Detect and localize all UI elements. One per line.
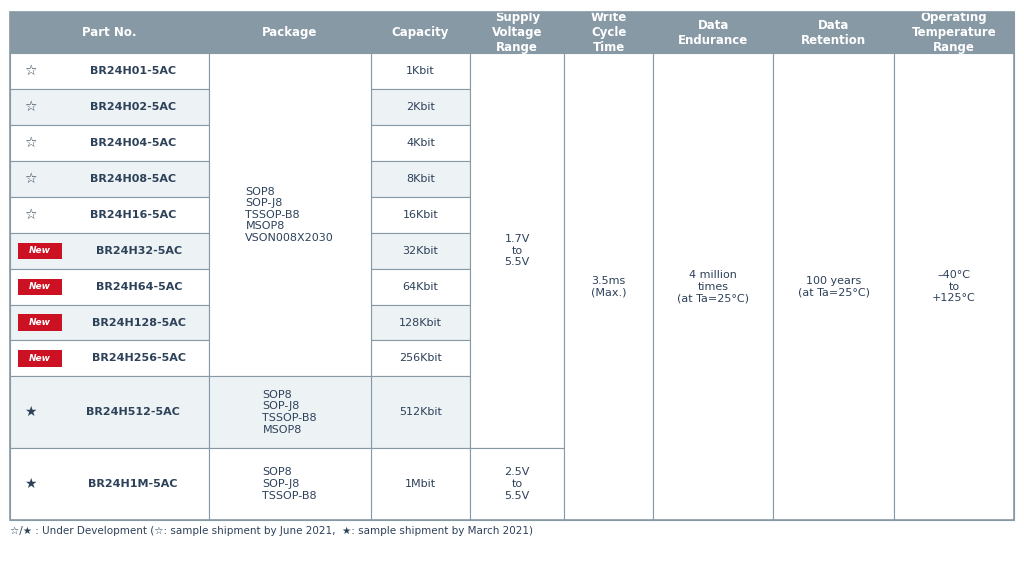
Text: BR24H256-5AC: BR24H256-5AC <box>92 353 186 364</box>
Bar <box>209 12 371 53</box>
Text: SOP8
SOP-J8
TSSOP-B8: SOP8 SOP-J8 TSSOP-B8 <box>262 467 317 501</box>
Text: 4 million
times
(at Ta=25°C): 4 million times (at Ta=25°C) <box>677 270 750 303</box>
Text: BR24H02-5AC: BR24H02-5AC <box>90 102 176 112</box>
Text: 2Kbit: 2Kbit <box>407 102 435 112</box>
Bar <box>10 269 209 304</box>
Bar <box>18 315 61 331</box>
Text: Operating
Temperature
Range: Operating Temperature Range <box>911 11 996 54</box>
Bar <box>10 125 209 161</box>
Text: BR24H512-5AC: BR24H512-5AC <box>86 407 180 417</box>
Text: 256Kbit: 256Kbit <box>399 353 442 364</box>
Text: 16Kbit: 16Kbit <box>402 210 438 220</box>
Text: ☆: ☆ <box>24 100 36 114</box>
Text: 1.7V
to
5.5V: 1.7V to 5.5V <box>505 234 529 268</box>
Bar <box>209 377 371 448</box>
Bar <box>470 448 564 520</box>
Bar <box>10 304 209 340</box>
Bar <box>371 377 470 448</box>
Text: ★: ★ <box>24 477 36 491</box>
Bar <box>10 448 209 520</box>
Bar <box>18 350 61 366</box>
Text: Write
Cycle
Time: Write Cycle Time <box>591 11 627 54</box>
Text: 512Kbit: 512Kbit <box>399 407 442 417</box>
Text: Data
Retention: Data Retention <box>801 19 866 47</box>
Text: BR24H16-5AC: BR24H16-5AC <box>90 210 176 220</box>
Text: ☆/★ : Under Development (☆: sample shipment by June 2021,  ★: sample shipment by: ☆/★ : Under Development (☆: sample shipm… <box>10 526 534 536</box>
Bar <box>371 89 470 125</box>
Bar <box>653 53 773 520</box>
Text: 100 years
(at Ta=25°C): 100 years (at Ta=25°C) <box>798 276 869 298</box>
Text: Capacity: Capacity <box>392 26 450 39</box>
Bar <box>564 53 653 520</box>
Text: 32Kbit: 32Kbit <box>402 246 438 256</box>
Bar <box>894 12 1014 53</box>
Text: Data
Endurance: Data Endurance <box>678 19 749 47</box>
Bar <box>10 53 209 89</box>
Bar <box>371 269 470 304</box>
Text: BR24H04-5AC: BR24H04-5AC <box>90 138 176 148</box>
Text: –40°C
to
+125°C: –40°C to +125°C <box>932 270 976 303</box>
Bar <box>10 340 209 377</box>
Text: Part No.: Part No. <box>82 26 136 39</box>
Text: New: New <box>29 282 51 291</box>
Bar <box>371 125 470 161</box>
Text: New: New <box>29 318 51 327</box>
Bar <box>209 448 371 520</box>
Text: 64Kbit: 64Kbit <box>402 282 438 291</box>
Bar <box>10 233 209 269</box>
Bar <box>371 340 470 377</box>
Text: 8Kbit: 8Kbit <box>407 174 435 184</box>
Text: BR24H32-5AC: BR24H32-5AC <box>96 246 182 256</box>
Text: 1Kbit: 1Kbit <box>407 66 435 76</box>
Text: SOP8
SOP-J8
TSSOP-B8
MSOP8: SOP8 SOP-J8 TSSOP-B8 MSOP8 <box>262 390 317 435</box>
Text: ☆: ☆ <box>24 208 36 222</box>
Bar <box>371 53 470 89</box>
Bar <box>10 89 209 125</box>
Bar <box>653 12 773 53</box>
Bar <box>10 197 209 233</box>
Bar <box>894 53 1014 520</box>
Bar <box>371 197 470 233</box>
Bar <box>470 12 564 53</box>
Text: SOP8
SOP-J8
TSSOP-B8
MSOP8
VSON008X2030: SOP8 SOP-J8 TSSOP-B8 MSOP8 VSON008X2030 <box>246 187 334 243</box>
Text: ☆: ☆ <box>24 172 36 186</box>
Text: Package: Package <box>262 26 317 39</box>
Text: ★: ★ <box>24 406 36 419</box>
Bar <box>371 161 470 197</box>
Text: 2.5V
to
5.5V: 2.5V to 5.5V <box>505 467 529 501</box>
Text: 128Kbit: 128Kbit <box>399 318 442 328</box>
Bar <box>371 448 470 520</box>
Bar <box>773 53 894 520</box>
Bar <box>371 233 470 269</box>
Bar <box>18 278 61 295</box>
Bar <box>10 377 209 448</box>
Text: Supply
Voltage
Range: Supply Voltage Range <box>492 11 543 54</box>
Text: 4Kbit: 4Kbit <box>407 138 435 148</box>
Bar <box>470 53 564 448</box>
Text: BR24H1M-5AC: BR24H1M-5AC <box>88 479 178 489</box>
Text: ☆: ☆ <box>24 64 36 78</box>
Text: BR24H128-5AC: BR24H128-5AC <box>92 318 186 328</box>
Bar <box>371 304 470 340</box>
Bar <box>10 12 1014 520</box>
Bar <box>371 12 470 53</box>
Bar <box>10 12 209 53</box>
Text: ☆: ☆ <box>24 136 36 150</box>
Text: 3.5ms
(Max.): 3.5ms (Max.) <box>591 276 627 298</box>
Text: BR24H08-5AC: BR24H08-5AC <box>90 174 176 184</box>
Bar <box>564 12 653 53</box>
Text: BR24H01-5AC: BR24H01-5AC <box>90 66 176 76</box>
Text: BR24H64-5AC: BR24H64-5AC <box>96 282 182 291</box>
Text: 1Mbit: 1Mbit <box>404 479 436 489</box>
Bar <box>209 53 371 377</box>
Text: New: New <box>29 354 51 363</box>
Bar <box>18 243 61 259</box>
Bar <box>10 161 209 197</box>
Text: New: New <box>29 247 51 255</box>
Bar <box>773 12 894 53</box>
